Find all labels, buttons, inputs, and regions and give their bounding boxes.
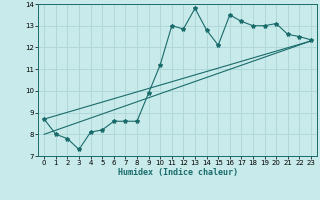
X-axis label: Humidex (Indice chaleur): Humidex (Indice chaleur) [118,168,238,177]
